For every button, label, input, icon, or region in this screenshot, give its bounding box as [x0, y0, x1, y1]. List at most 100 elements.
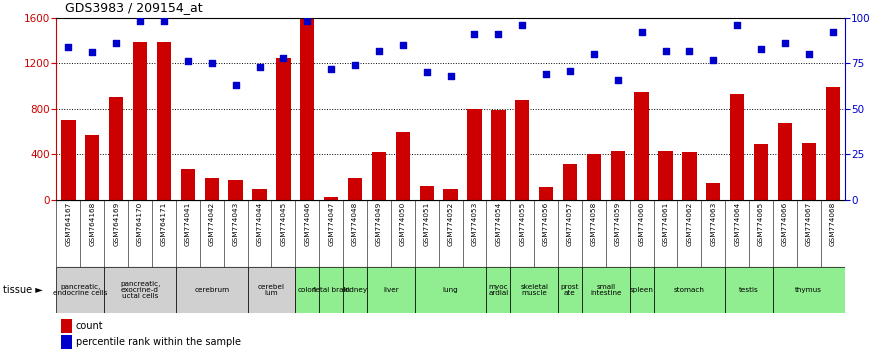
Bar — [563, 164, 577, 200]
Point — [730, 22, 744, 28]
Text: GSM764168: GSM764168 — [90, 201, 96, 246]
Text: pancreatic,
exocrine-d
uctal cells: pancreatic, exocrine-d uctal cells — [120, 281, 160, 299]
Text: stomach: stomach — [674, 287, 705, 293]
Text: GSM764167: GSM764167 — [65, 201, 71, 246]
Bar — [515, 100, 529, 200]
Point — [634, 29, 648, 35]
Bar — [176, 267, 248, 313]
Text: GSM774065: GSM774065 — [758, 201, 764, 246]
Bar — [420, 186, 434, 200]
Bar — [181, 169, 195, 200]
Bar — [659, 151, 673, 200]
Text: thymus: thymus — [795, 287, 822, 293]
Text: GSM774059: GSM774059 — [614, 201, 620, 246]
Text: GSM774043: GSM774043 — [233, 201, 239, 246]
Bar — [726, 267, 773, 313]
Text: GSM774066: GSM774066 — [782, 201, 788, 246]
Text: GSM774055: GSM774055 — [520, 201, 525, 246]
Point — [85, 50, 99, 55]
Text: myoc
ardial: myoc ardial — [488, 284, 508, 296]
Text: GSM774056: GSM774056 — [543, 201, 549, 246]
Point — [802, 51, 816, 57]
Point — [754, 46, 768, 52]
Text: GSM774052: GSM774052 — [448, 201, 454, 246]
Bar — [415, 267, 487, 313]
Point — [109, 40, 123, 46]
Text: GSM774062: GSM774062 — [687, 201, 693, 246]
Bar — [630, 267, 653, 313]
Text: GDS3983 / 209154_at: GDS3983 / 209154_at — [65, 1, 202, 14]
Text: percentile rank within the sample: percentile rank within the sample — [76, 337, 241, 347]
Text: cerebel
lum: cerebel lum — [258, 284, 285, 296]
Text: GSM774047: GSM774047 — [328, 201, 335, 246]
Text: GSM774068: GSM774068 — [830, 201, 836, 246]
Bar — [468, 109, 481, 200]
Bar — [133, 42, 147, 200]
Text: GSM774044: GSM774044 — [256, 201, 262, 246]
Text: skeletal
muscle: skeletal muscle — [521, 284, 548, 296]
Bar — [611, 151, 625, 200]
Bar — [156, 42, 171, 200]
Point — [706, 57, 720, 62]
Point — [324, 66, 338, 72]
Bar — [582, 267, 630, 313]
Text: lung: lung — [442, 287, 459, 293]
Bar — [343, 267, 367, 313]
Point — [181, 59, 195, 64]
Bar — [104, 267, 176, 313]
Point — [205, 61, 219, 66]
Bar — [443, 189, 458, 200]
Bar — [367, 267, 415, 313]
Bar — [61, 120, 76, 200]
Text: GSM774042: GSM774042 — [209, 201, 215, 246]
Point — [348, 62, 362, 68]
Point — [826, 29, 839, 35]
Text: GSM774041: GSM774041 — [185, 201, 191, 246]
Text: GSM764170: GSM764170 — [137, 201, 143, 246]
Text: count: count — [76, 321, 103, 331]
Bar — [324, 196, 338, 200]
Text: GSM774050: GSM774050 — [400, 201, 406, 246]
Bar — [802, 143, 816, 200]
Point — [587, 51, 600, 57]
Bar — [252, 189, 267, 200]
Text: GSM774045: GSM774045 — [281, 201, 287, 246]
Text: GSM774049: GSM774049 — [376, 201, 381, 246]
Point — [276, 55, 290, 61]
Point — [253, 64, 267, 70]
Bar — [319, 267, 343, 313]
Bar — [754, 144, 768, 200]
Bar — [56, 267, 104, 313]
Text: GSM774046: GSM774046 — [304, 201, 310, 246]
Bar — [85, 135, 99, 200]
Point — [659, 48, 673, 53]
Text: GSM774060: GSM774060 — [639, 201, 645, 246]
Point — [372, 48, 386, 53]
Bar — [682, 152, 697, 200]
Point — [133, 18, 147, 24]
Bar — [109, 97, 123, 200]
Text: GSM774057: GSM774057 — [567, 201, 573, 246]
Text: GSM774054: GSM774054 — [495, 201, 501, 246]
Point — [468, 31, 481, 37]
Point — [301, 18, 315, 24]
Bar — [587, 154, 601, 200]
Point — [443, 73, 457, 79]
Text: GSM764169: GSM764169 — [113, 201, 119, 246]
Bar — [295, 267, 319, 313]
Bar — [372, 152, 386, 200]
Text: prost
ate: prost ate — [561, 284, 580, 296]
Text: pancreatic,
endocrine cells: pancreatic, endocrine cells — [53, 284, 108, 296]
Text: GSM774067: GSM774067 — [806, 201, 812, 246]
Text: GSM774061: GSM774061 — [662, 201, 668, 246]
Bar — [773, 267, 845, 313]
Bar — [778, 122, 793, 200]
Text: tissue ►: tissue ► — [3, 285, 43, 295]
Bar — [539, 188, 554, 200]
Point — [778, 40, 792, 46]
Text: GSM774048: GSM774048 — [352, 201, 358, 246]
Text: GSM764171: GSM764171 — [161, 201, 167, 246]
Bar — [229, 179, 242, 200]
Text: GSM774058: GSM774058 — [591, 201, 597, 246]
Point — [229, 82, 242, 88]
